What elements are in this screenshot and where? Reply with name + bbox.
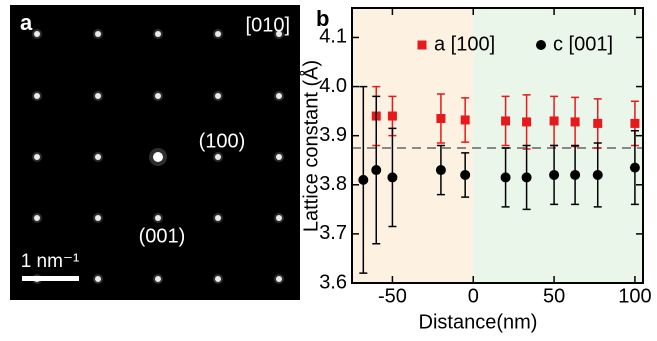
spot-label: (001): [139, 225, 186, 247]
x-tick-label: 0: [468, 285, 479, 307]
data-point: [358, 175, 368, 185]
spot-glow: [153, 29, 163, 39]
spot-glow: [93, 213, 103, 223]
spot-glow: [274, 91, 284, 101]
data-point: [501, 116, 510, 125]
spot-glow: [32, 91, 42, 101]
legend-marker: [536, 40, 546, 50]
spot-glow: [149, 148, 167, 166]
y-tick-label: 3.7: [319, 222, 347, 244]
spot-label: (100): [199, 130, 246, 152]
data-point: [436, 165, 446, 175]
figure: a [010] (100) (001) 1 nm⁻¹ b Distance(nm…: [0, 0, 657, 336]
data-point: [436, 114, 445, 123]
data-point: [630, 119, 639, 128]
x-tick-label: 50: [543, 285, 565, 307]
spot-glow: [274, 213, 284, 223]
spot-glow: [213, 29, 223, 39]
data-point: [461, 115, 470, 124]
spot-glow: [213, 91, 223, 101]
spot-glow: [153, 213, 163, 223]
spot-glow: [93, 29, 103, 39]
spot-glow: [274, 274, 284, 284]
spot-glow: [32, 152, 42, 162]
spot-glow: [274, 152, 284, 162]
y-tick-label: 4.0: [319, 75, 347, 97]
spot-glow: [93, 152, 103, 162]
data-point: [501, 172, 511, 182]
spot-glow: [213, 152, 223, 162]
spot-glow: [213, 213, 223, 223]
y-tick-label: 3.8: [319, 173, 347, 195]
spot-glow: [32, 29, 42, 39]
x-tick-label: 100: [618, 285, 651, 307]
zone-axis: [010]: [246, 14, 290, 36]
data-point: [549, 170, 559, 180]
data-point: [571, 117, 580, 126]
data-point: [522, 172, 532, 182]
y-tick-label: 3.6: [319, 271, 347, 293]
legend-label: a [100]: [434, 33, 495, 55]
legend-marker: [418, 41, 427, 50]
scale-bar-label: 1 nm⁻¹: [21, 251, 80, 272]
x-axis-label: Distance(nm): [419, 311, 538, 333]
panel-label: a: [20, 10, 33, 35]
scale-bar: [22, 276, 79, 281]
spot-glow: [32, 213, 42, 223]
spot-glow: [213, 274, 223, 284]
data-point: [570, 170, 580, 180]
data-point: [630, 163, 640, 173]
spot-glow: [93, 274, 103, 284]
data-point: [593, 170, 603, 180]
data-point: [371, 165, 381, 175]
data-point: [388, 112, 397, 121]
spot-glow: [153, 91, 163, 101]
y-tick-label: 4.1: [319, 26, 347, 48]
data-point: [522, 117, 531, 126]
legend-label: c [001]: [553, 33, 613, 55]
data-point: [387, 172, 397, 182]
data-point: [460, 170, 470, 180]
spot-glow: [93, 91, 103, 101]
spot-glow: [153, 274, 163, 284]
data-point: [550, 116, 559, 125]
data-point: [593, 119, 602, 128]
y-tick-label: 3.9: [319, 124, 347, 146]
x-tick-label: -50: [378, 285, 407, 307]
